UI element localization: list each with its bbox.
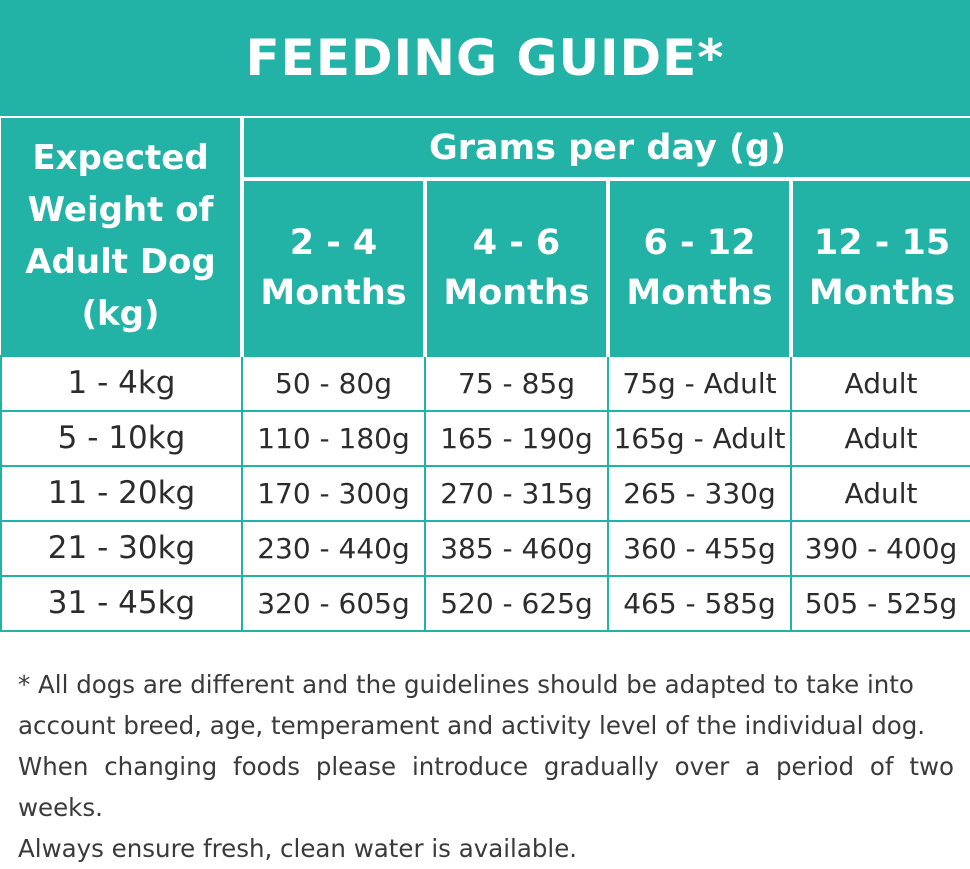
- header-age-6-12: 6 - 12 Months: [608, 179, 793, 356]
- age-unit: Months: [443, 272, 590, 313]
- grams-cell: Adult: [789, 464, 970, 522]
- page-title: FEEDING GUIDE*: [0, 0, 970, 116]
- grams-cell: Adult: [789, 409, 970, 467]
- grams-cell: 165g - Adult: [607, 409, 792, 467]
- grams-cell: 465 - 585g: [607, 574, 792, 633]
- age-range: 4 - 6: [472, 222, 561, 263]
- table-row: 21 - 30kg 230 - 440g 385 - 460g 360 - 45…: [0, 519, 970, 577]
- age-unit: Months: [626, 272, 773, 313]
- weight-cell: 21 - 30kg: [0, 519, 243, 577]
- header-grams-per-day: Grams per day (g): [242, 118, 970, 182]
- grams-cell: 520 - 625g: [424, 574, 609, 633]
- grams-cell: 110 - 180g: [241, 409, 426, 467]
- table-row: 31 - 45kg 320 - 605g 520 - 625g 465 - 58…: [0, 574, 970, 633]
- weight-cell: 31 - 45kg: [0, 574, 243, 633]
- age-range: 2 - 4: [289, 222, 378, 263]
- footnote-line: When changing foods please introduce gra…: [18, 752, 954, 822]
- age-range: 6 - 12: [643, 222, 756, 263]
- title-text: FEEDING GUIDE*: [245, 29, 725, 87]
- table-row: 5 - 10kg 110 - 180g 165 - 190g 165g - Ad…: [0, 409, 970, 467]
- weight-cell: 11 - 20kg: [0, 464, 243, 522]
- footnote-line: Always ensure fresh, clean water is avai…: [18, 834, 578, 863]
- grams-cell: 390 - 400g: [789, 519, 970, 577]
- header-age-2-4: 2 - 4 Months: [242, 179, 427, 356]
- grams-cell: 75g - Adult: [607, 354, 792, 412]
- grams-cell: 385 - 460g: [424, 519, 609, 577]
- header-age-4-6: 4 - 6 Months: [425, 179, 610, 356]
- grams-cell: 265 - 330g: [607, 464, 792, 522]
- header-weight-line: (kg): [81, 294, 160, 335]
- table-row: 11 - 20kg 170 - 300g 270 - 315g 265 - 33…: [0, 464, 970, 522]
- grams-cell: 170 - 300g: [241, 464, 426, 522]
- grams-cell: 165 - 190g: [424, 409, 609, 467]
- age-unit: Months: [808, 272, 956, 313]
- table-row: 1 - 4kg 50 - 80g 75 - 85g 75g - Adult Ad…: [0, 354, 970, 412]
- age-unit: Months: [260, 272, 407, 313]
- header-weight-line: Expected: [32, 138, 209, 179]
- feeding-table: Expected Weight of Adult Dog (kg) Grams …: [0, 118, 970, 633]
- header-age-12-15: 12 - 15 Months: [791, 179, 970, 356]
- grams-cell: 230 - 440g: [241, 519, 426, 577]
- footnote-line: account breed, age, temperament and acti…: [18, 711, 926, 740]
- grams-cell: 75 - 85g: [424, 354, 609, 412]
- header-weight-line: Weight of: [27, 190, 214, 231]
- grams-cell: 360 - 455g: [607, 519, 792, 577]
- grams-cell: 270 - 315g: [424, 464, 609, 522]
- grams-cell: Adult: [789, 354, 970, 412]
- weight-cell: 1 - 4kg: [0, 354, 243, 412]
- footnote: * All dogs are different and the guideli…: [18, 664, 954, 869]
- header-expected-weight: Expected Weight of Adult Dog (kg): [1, 118, 244, 356]
- weight-cell: 5 - 10kg: [0, 409, 243, 467]
- grams-cell: 505 - 525g: [789, 574, 970, 633]
- footnote-line: * All dogs are different and the guideli…: [18, 670, 914, 699]
- header-weight-line: Adult Dog: [25, 242, 216, 283]
- grams-cell: 50 - 80g: [241, 354, 426, 412]
- grams-cell: 320 - 605g: [241, 574, 426, 633]
- age-range: 12 - 15: [813, 222, 951, 263]
